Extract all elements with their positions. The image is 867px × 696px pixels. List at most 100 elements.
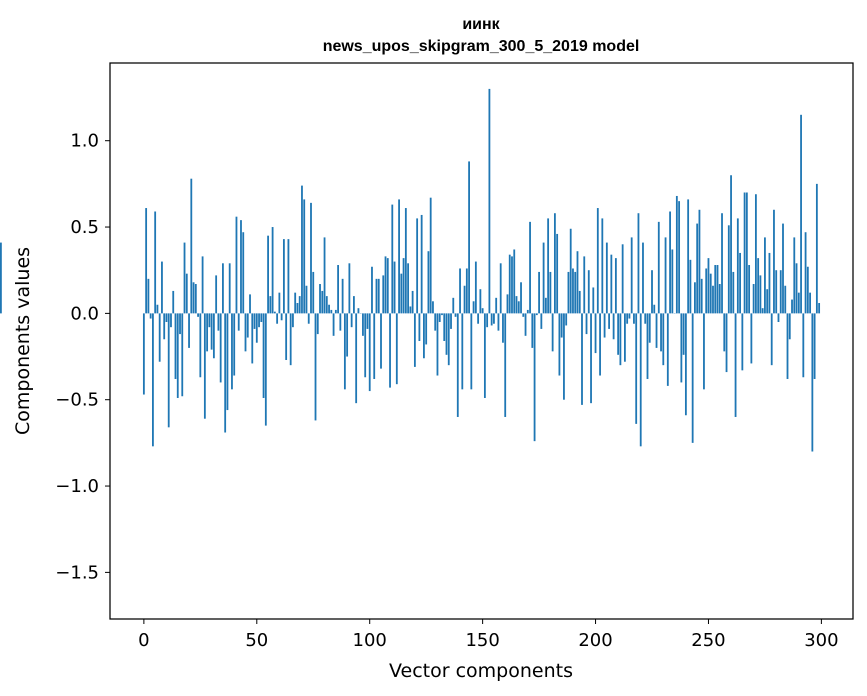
bar-component-40 [233,313,236,376]
bar-component-54 [264,313,267,426]
bar-component-58 [273,311,276,314]
bar-component-164 [513,249,516,314]
bar-component-26 [201,256,204,314]
bar-component-121 [416,218,419,314]
bar-component-291 [800,114,802,314]
bar-component-94 [355,313,358,404]
bar-component-75 [312,271,315,314]
bar-component-18 [183,242,186,314]
bar-component-227 [655,313,658,348]
bar-component-222 [644,313,647,324]
bar-component-141 [461,313,464,390]
bar-component-108 [386,258,389,314]
bar-component-63 [285,313,288,360]
bar-component-43 [240,220,242,314]
bar-component-127 [429,197,432,314]
bar-component-93 [353,296,355,314]
x-axis-ticks: 0 50 100 150 200 250 300 [138,619,839,651]
bar-component-146 [472,301,475,314]
bar-component-217 [633,313,635,324]
bar-component-180 [549,271,552,314]
bar-component-211 [619,313,622,366]
bar-component-181 [551,313,554,352]
bar-component-209 [614,258,617,314]
bar-component-107 [384,256,387,314]
bar-component-11 [167,313,170,428]
bar-component-138 [454,313,457,317]
bar-component-87 [339,313,342,331]
y-axis-ticks: −1.5 −1.0 −0.5 0.0 0.5 1.0 [55,131,110,583]
bar-component-28 [206,313,209,352]
bar-component-69 [298,296,301,314]
bar-component-156 [495,297,498,314]
bar-component-8 [161,261,163,314]
bar-component-31 [212,313,215,359]
x-tick-label: 150 [465,630,499,651]
y-tick-label: 0.5 [70,217,99,238]
bar-component-188 [567,271,570,314]
bar-component-65 [289,313,292,366]
bar-component-47 [249,294,251,314]
bar-component-92 [350,313,353,328]
bar-component-272 [757,258,760,314]
bar-component-154 [490,313,493,326]
bar-component-19 [185,273,188,314]
bar-component-45 [244,313,247,352]
bar-component-38 [228,263,231,314]
bar-component-21 [190,178,193,314]
bar-component-undefined [0,242,2,314]
bar-component-66 [292,313,294,328]
bar-component-160 [504,313,507,417]
bar-component-30 [210,313,213,350]
bar-component-91 [348,263,351,314]
bar-component-147 [474,261,477,314]
bar-component-131 [438,313,441,322]
bar-component-139 [456,313,459,417]
bar-component-14 [174,313,177,379]
bar-component-292 [802,313,805,378]
bar-component-251 [709,273,712,314]
bar-component-167 [520,282,522,314]
bar-component-44 [242,232,245,314]
bar-component-199 [592,287,595,314]
bar-component-177 [542,242,545,314]
bar-component-166 [517,301,520,314]
bar-component-51 [258,313,260,328]
bar-component-88 [341,278,344,314]
bar-component-284 [784,285,787,314]
bar-component-1 [145,208,148,314]
bar-component-244 [694,282,696,314]
bar-component-171 [529,221,531,314]
bar-component-198 [590,313,592,404]
bar-component-29 [208,313,211,328]
bar-component-242 [689,259,692,314]
bar-component-62 [282,239,285,314]
bar-component-254 [716,265,719,314]
bar-component-232 [666,313,669,386]
bar-component-271 [754,194,757,314]
bar-component-7 [158,313,161,362]
bar-component-216 [630,237,633,314]
x-tick-label: 0 [138,630,149,651]
bar-component-126 [427,251,430,314]
bar-component-3 [149,313,152,319]
bar-component-39 [231,313,233,390]
bar-component-53 [262,313,265,398]
bar-component-161 [506,294,509,314]
bar-component-260 [730,175,732,314]
bar-component-282 [779,270,782,314]
bar-component-265 [741,313,744,371]
bar-component-214 [626,313,629,324]
bar-component-119 [411,290,414,314]
bar-component-52 [260,313,263,322]
bar-component-80 [323,237,326,314]
bar-component-129 [434,313,437,331]
bar-component-78 [319,284,321,314]
bar-component-50 [255,313,258,343]
bar-component-15 [176,313,179,398]
bar-component-192 [576,251,579,314]
bar-component-296 [811,313,814,452]
bar-component-13 [172,290,175,314]
bar-component-243 [691,313,694,443]
